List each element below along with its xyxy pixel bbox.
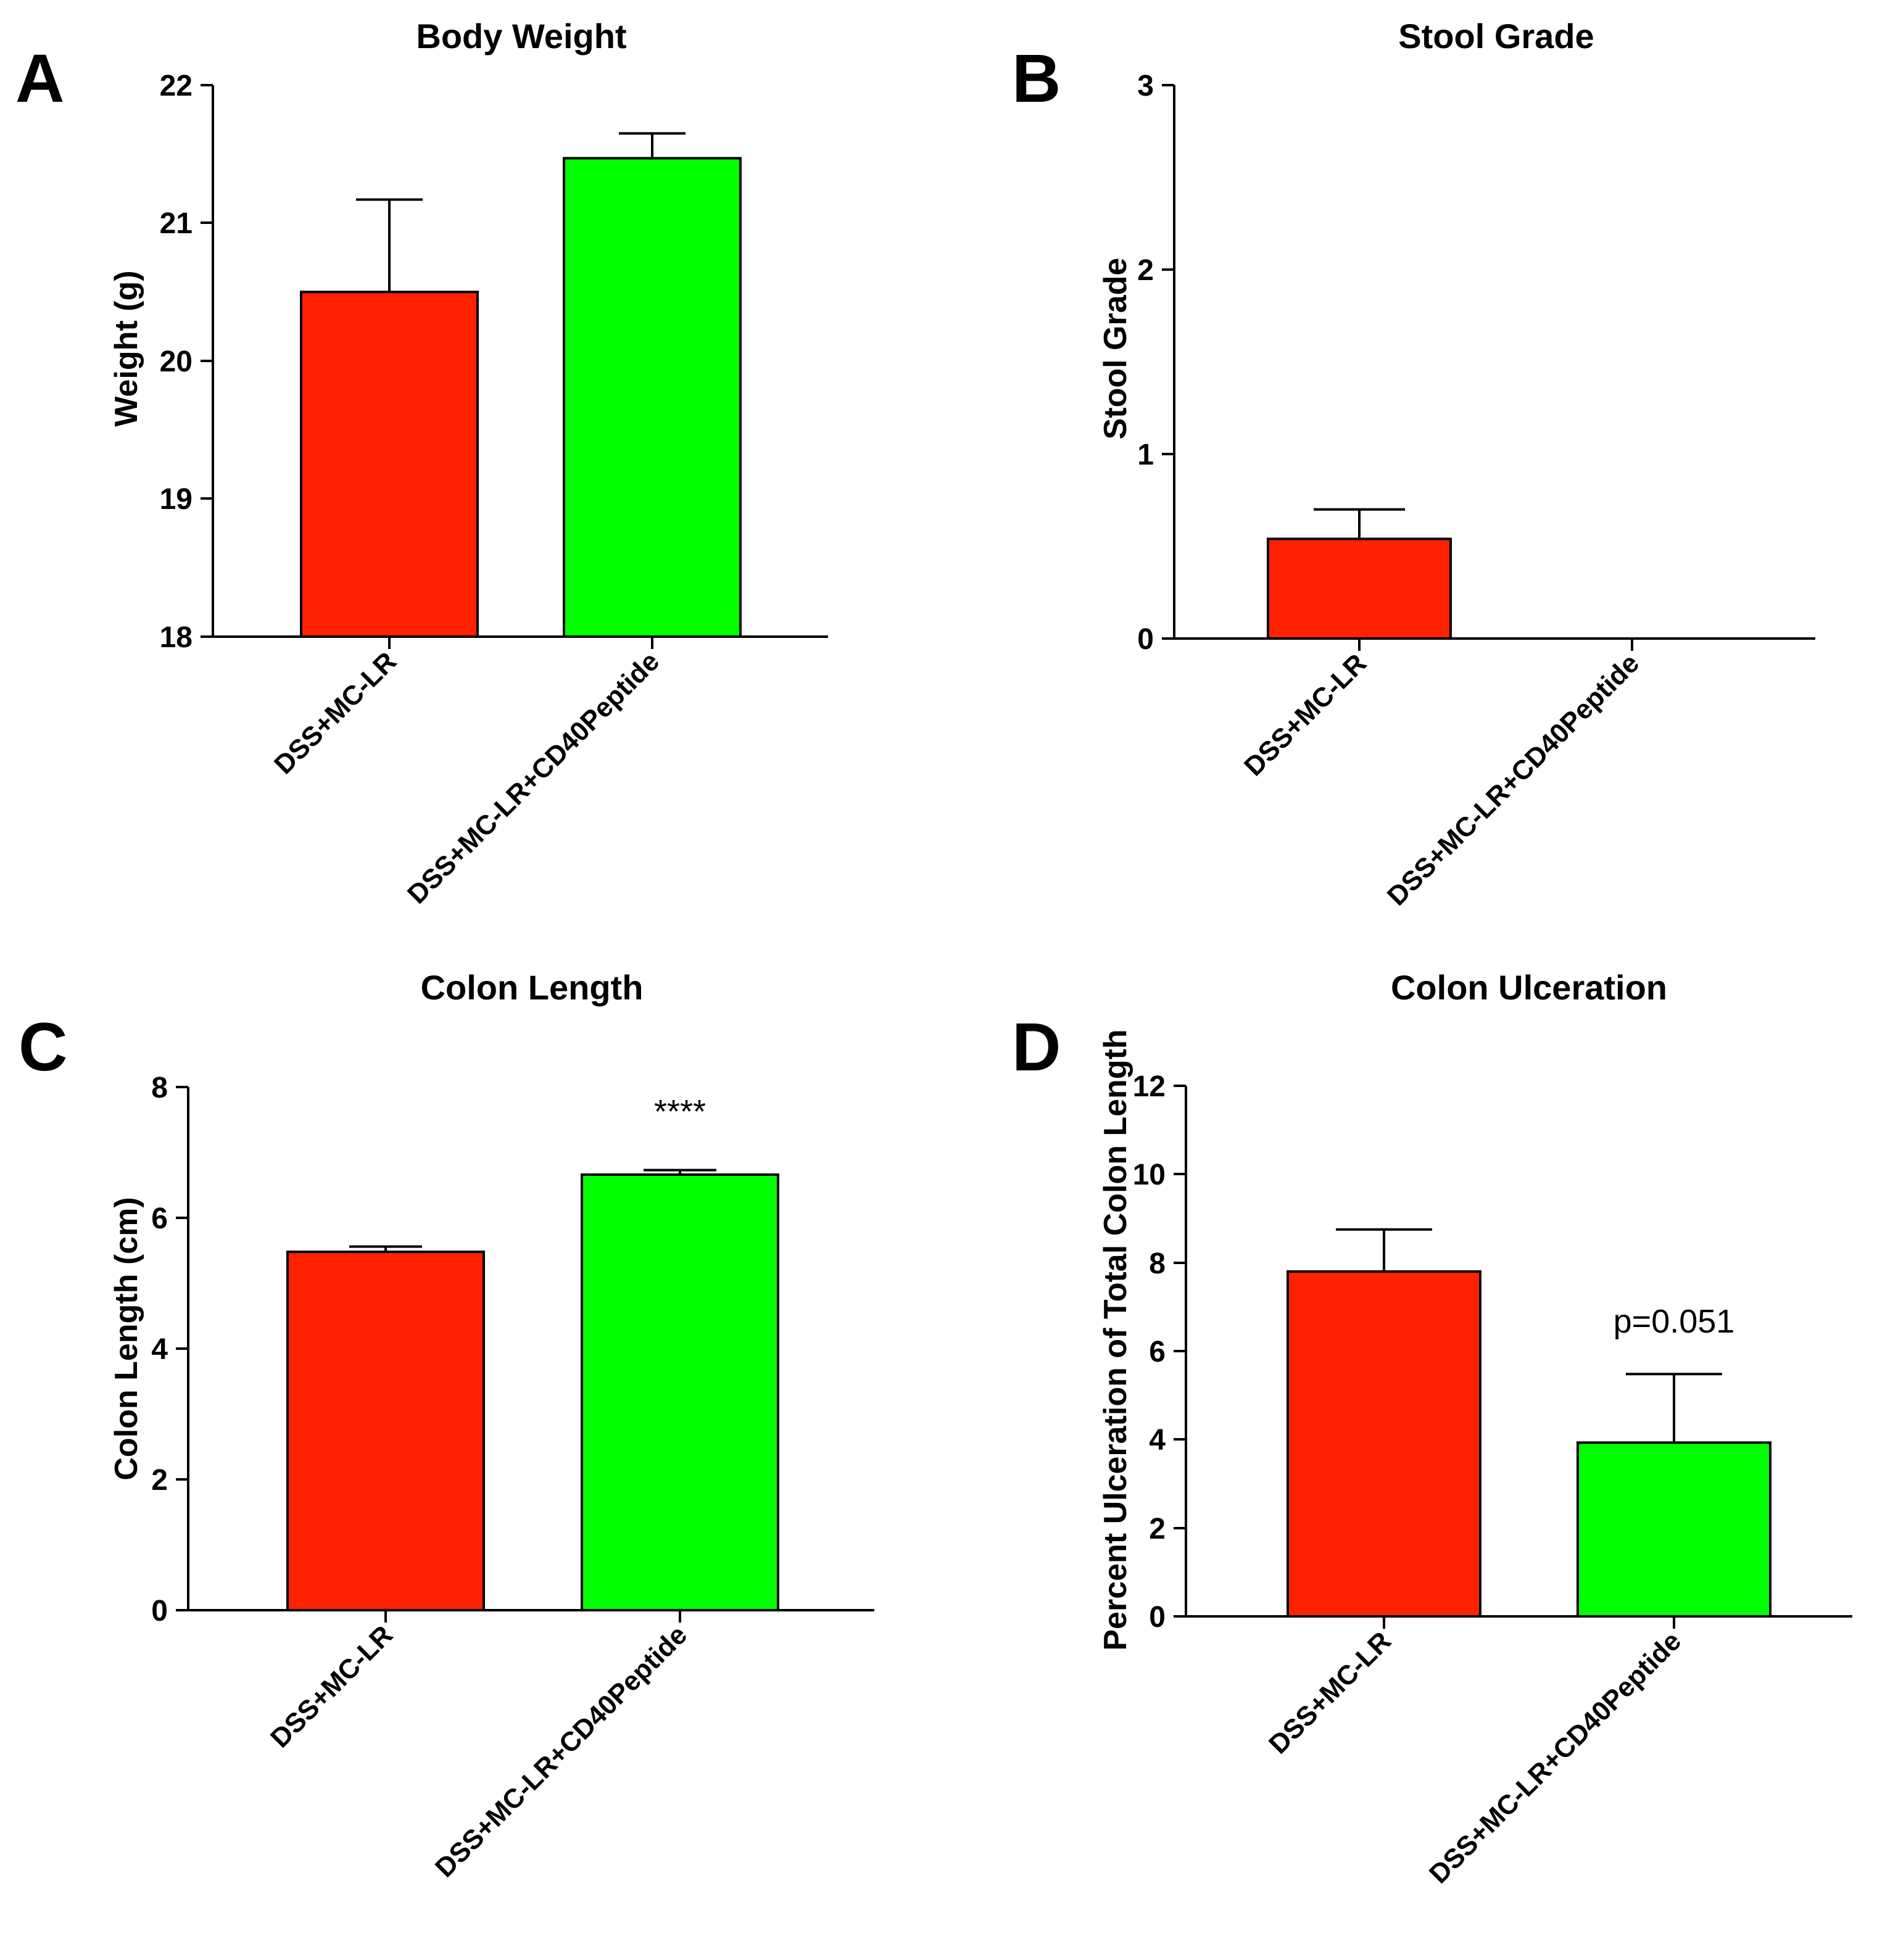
- significance-annotation-c: ****: [654, 1093, 706, 1130]
- bar-dss-mclr-cd40-c: [581, 1173, 779, 1612]
- y-tick-label: 2: [151, 1464, 168, 1497]
- error-bar-dss-mclr-c: [349, 1245, 422, 1252]
- panel-letter-b: B: [1012, 41, 1061, 117]
- y-tick-label: 0: [1149, 1601, 1166, 1634]
- x-tick-label: DSS+MC-LR: [1238, 648, 1372, 782]
- error-bar-dss-mclr-d: [1336, 1228, 1432, 1272]
- y-axis-label-d: Percent Ulceration of Total Colon Length: [1098, 1029, 1133, 1650]
- y-tick-label: 12: [1133, 1070, 1166, 1103]
- x-tick-label: DSS+MC-LR: [268, 646, 402, 780]
- panel-a: A Body Weight Weight (g) 18 19 20 21 22 …: [15, 17, 828, 910]
- p-value-annotation-d: p=0.051: [1614, 1303, 1735, 1340]
- y-tick-label: 8: [1149, 1247, 1166, 1280]
- y-tick-label: 10: [1133, 1159, 1166, 1191]
- y-tick-label: 4: [151, 1333, 168, 1366]
- chart-title-a: Body Weight: [416, 17, 626, 56]
- chart-title-c: Colon Length: [421, 968, 644, 1007]
- x-tick-label: DSS+MC-LR: [265, 1619, 399, 1753]
- bar-dss-mclr-c: [286, 1251, 485, 1611]
- bar-dss-mclr-a: [300, 291, 479, 638]
- y-tick-label: 2: [1149, 1513, 1166, 1545]
- bar-dss-mclr-d: [1287, 1270, 1481, 1618]
- panel-letter-c: C: [19, 1009, 67, 1085]
- y-tick-label: 22: [160, 70, 193, 102]
- y-tick-label: 3: [1137, 70, 1154, 102]
- chart-title-b: Stool Grade: [1398, 17, 1594, 56]
- error-bar-dss-mclr-cd40-d: [1626, 1373, 1722, 1443]
- y-tick-label: 19: [160, 483, 193, 516]
- y-ticks-c: 0 2 4 6 8: [151, 1072, 188, 1627]
- bar-dss-mclr-cd40-d: [1577, 1441, 1771, 1618]
- y-axis-label-b: Stool Grade: [1098, 258, 1133, 440]
- error-bar-dss-mclr-cd40-a: [619, 132, 686, 159]
- error-bar-dss-mclr-a: [356, 198, 423, 292]
- panel-d: D Colon Ulceration Percent Ulceration of…: [1012, 968, 1852, 1890]
- panel-letter-a: A: [15, 41, 64, 117]
- y-tick-label: 21: [160, 207, 193, 240]
- y-tick-label: 8: [151, 1072, 168, 1104]
- y-tick-label: 6: [151, 1202, 168, 1235]
- y-tick-label: 0: [151, 1595, 168, 1627]
- x-tick-label: DSS+MC-LR+CD40Peptide: [1423, 1626, 1687, 1889]
- bar-dss-mclr-cd40-a: [563, 157, 742, 638]
- y-tick-label: 20: [160, 345, 193, 378]
- y-ticks-b: 0 1 2 3: [1137, 70, 1174, 656]
- y-tick-label: 18: [160, 621, 193, 654]
- x-tick-label: DSS+MC-LR+CD40Peptide: [1382, 648, 1645, 911]
- y-axis-label-c: Colon Length (cm): [109, 1197, 144, 1480]
- x-tick-label: DSS+MC-LR+CD40Peptide: [429, 1619, 693, 1883]
- y-tick-label: 4: [1149, 1424, 1166, 1457]
- y-axis-label-a: Weight (g): [109, 270, 144, 426]
- x-tick-label: DSS+MC-LR+CD40Peptide: [402, 646, 665, 909]
- chart-title-d: Colon Ulceration: [1391, 968, 1667, 1007]
- y-ticks-a: 18 19 20 21 22: [160, 70, 213, 654]
- error-bar-dss-mclr-b: [1314, 508, 1405, 539]
- error-bar-dss-mclr-cd40-c: [644, 1168, 716, 1175]
- y-tick-label: 2: [1137, 254, 1154, 287]
- panel-b: B Stool Grade Stool Grade 0 1 2 3 DSS+MC…: [1012, 17, 1815, 912]
- panel-letter-d: D: [1012, 1009, 1061, 1085]
- bar-dss-mclr-b: [1267, 537, 1452, 640]
- y-ticks-d: 0 2 4 6 8 10 12: [1133, 1070, 1186, 1634]
- panel-c: C Colon Length Colon Length (cm) 0 2 4 6…: [19, 968, 874, 1884]
- x-tick-label: DSS+MC-LR: [1263, 1626, 1397, 1759]
- y-tick-label: 1: [1137, 439, 1154, 471]
- y-tick-label: 0: [1137, 623, 1154, 656]
- y-tick-label: 6: [1149, 1336, 1166, 1368]
